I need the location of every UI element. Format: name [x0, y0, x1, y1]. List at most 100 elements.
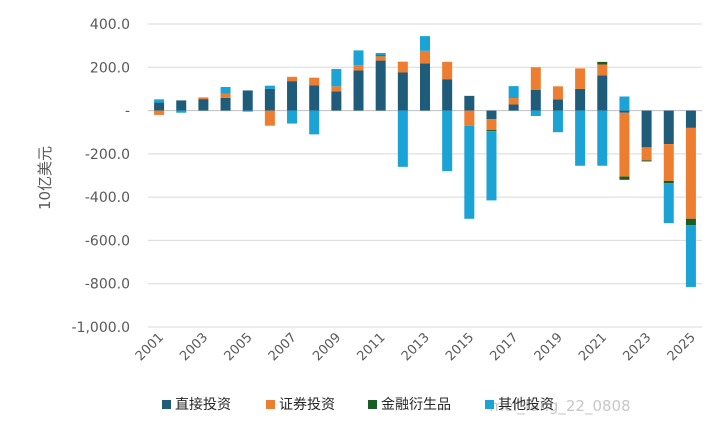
- bar-2001-s1: [154, 110, 165, 115]
- x-tick-label: 2015: [443, 330, 477, 364]
- bar-2025-s2: [685, 218, 696, 226]
- bar-2006-s0: [264, 88, 275, 111]
- bar-2009-s3: [331, 69, 342, 87]
- bar-2019-s0: [552, 99, 563, 111]
- x-tick-label: 2023: [620, 330, 654, 364]
- bar-2010-s1: [353, 65, 364, 71]
- bar-2022-s3: [619, 96, 630, 111]
- x-tick-label: 2013: [399, 330, 433, 364]
- bar-2008-s1: [309, 77, 320, 86]
- bar-2015-s1: [464, 110, 475, 126]
- y-tick-label: -1,000.0: [72, 320, 131, 336]
- bar-2018-s3: [530, 110, 541, 116]
- x-axis-ticks: 2001 2003 2005 2007 2009 2011 2013 2015 2017 2019…: [133, 330, 699, 364]
- legend-label-2: 金融衍生品: [381, 397, 451, 413]
- bars: [154, 36, 696, 287]
- bar-2017-s1: [508, 98, 519, 105]
- bar-2019-s1: [552, 86, 563, 100]
- bar-2016-s3: [486, 131, 497, 201]
- y-axis-ticks: 400.0 200.0 - -200.0 -400.0 -600.0 -800.0 -1,00…: [72, 17, 131, 336]
- legend-swatch-2: [368, 400, 377, 409]
- bar-2018-s1: [530, 67, 541, 91]
- bar-2014-s3: [442, 110, 453, 172]
- bar-2022-s2: [619, 176, 630, 180]
- legend-swatch-3: [485, 400, 494, 409]
- bar-2016-s2: [486, 130, 497, 132]
- bar-2004-s1: [220, 93, 231, 98]
- x-tick-label: 2007: [266, 330, 300, 364]
- watermark: mei_fang_22_0808: [489, 397, 630, 416]
- bar-2002-s0: [176, 100, 187, 111]
- bar-2004-s3: [220, 86, 231, 94]
- x-tick-label: 2017: [487, 330, 521, 364]
- x-tick-label: 2021: [576, 330, 610, 364]
- bar-2022-s0: [619, 110, 630, 113]
- legend-swatch-0: [162, 400, 171, 409]
- bar-2012-s3: [397, 110, 408, 167]
- bar-2025-s1: [685, 127, 696, 219]
- bar-2020-s0: [575, 88, 586, 111]
- bar-2006-s3: [264, 85, 275, 89]
- bar-2014-s0: [442, 79, 453, 111]
- bar-2024-s1: [663, 144, 674, 181]
- y-tick-label: -: [125, 104, 130, 120]
- bar-2014-s1: [442, 61, 453, 80]
- bar-2023-s0: [641, 110, 652, 148]
- bar-2023-s1: [641, 147, 652, 161]
- legend: 直接投资 证券投资 金融衍生品 其他投资: [162, 396, 554, 413]
- bar-2001-s3: [154, 99, 165, 103]
- bar-2011-s2: [375, 55, 386, 57]
- bar-2021-s3: [597, 110, 608, 166]
- bar-2003-s1: [198, 97, 209, 100]
- bar-2017-s3: [508, 86, 519, 99]
- bar-2002-s3: [176, 110, 187, 113]
- bar-2023-s2: [641, 160, 652, 162]
- bar-2013-s1: [420, 50, 430, 64]
- bar-2009-s0: [331, 91, 342, 111]
- bar-2024-s3: [663, 183, 674, 224]
- x-tick-label: 2001: [133, 330, 167, 364]
- x-tick-label: 2019: [532, 330, 566, 364]
- bar-2001-s0: [154, 102, 165, 111]
- bar-2007-s0: [287, 81, 298, 111]
- bar-2007-s1: [287, 76, 298, 82]
- bar-2016-s0: [486, 110, 497, 120]
- y-tick-label: -800.0: [85, 277, 130, 293]
- x-tick-label: 2003: [177, 330, 211, 364]
- bar-2021-s1: [597, 64, 608, 76]
- bar-2015-s3: [464, 125, 475, 219]
- bar-2012-s1: [397, 61, 408, 73]
- bar-2021-s2: [597, 61, 608, 65]
- y-tick-label: 200.0: [90, 60, 130, 76]
- bar-2025-s3: [685, 225, 696, 287]
- bar-2006-s1: [264, 110, 275, 126]
- bar-2018-s0: [530, 90, 541, 111]
- y-tick-label: -400.0: [85, 190, 130, 206]
- bar-2003-s0: [198, 99, 209, 111]
- bar-2008-s0: [309, 85, 320, 111]
- y-axis-label: 10亿美元: [36, 146, 54, 210]
- bar-2005-s3: [242, 110, 253, 112]
- y-tick-label: 400.0: [90, 17, 130, 33]
- legend-swatch-1: [266, 400, 275, 409]
- y-tick-label: -600.0: [85, 233, 130, 249]
- x-tick-label: 2009: [310, 330, 344, 364]
- bar-2010-s0: [353, 70, 364, 111]
- bar-2024-s0: [663, 110, 674, 145]
- bar-2019-s3: [552, 110, 563, 133]
- bar-2007-s3: [287, 110, 298, 124]
- bar-2011-s1: [375, 56, 386, 61]
- bar-2013-s0: [420, 63, 430, 111]
- bar-2022-s1: [619, 112, 630, 177]
- bar-2015-s0: [464, 95, 475, 111]
- x-tick-label: 2005: [222, 330, 256, 364]
- bar-2011-s3: [375, 53, 386, 56]
- bar-2020-s3: [575, 110, 586, 166]
- bar-2004-s0: [220, 97, 231, 111]
- y-tick-label: -200.0: [85, 147, 130, 163]
- bar-2016-s1: [486, 119, 497, 131]
- legend-label-1: 证券投资: [279, 397, 335, 413]
- x-tick-label: 2025: [665, 330, 699, 364]
- bar-2021-s0: [597, 75, 608, 111]
- legend-label-3: 其他投资: [498, 397, 554, 413]
